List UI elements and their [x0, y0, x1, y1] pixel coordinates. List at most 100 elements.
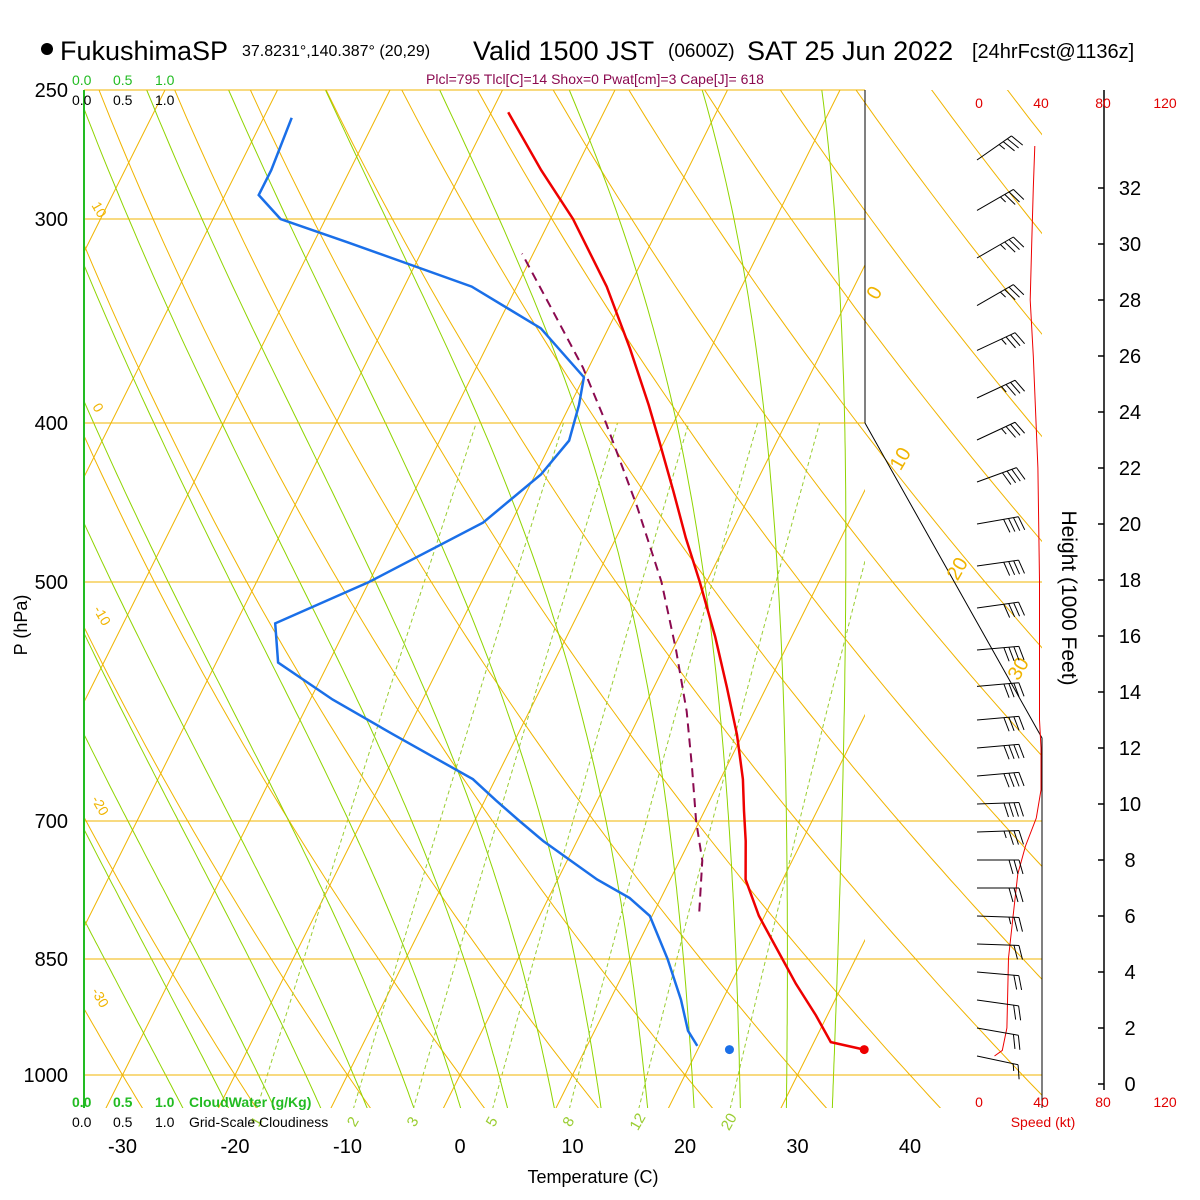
speed-tick: 120: [1153, 95, 1177, 111]
height-tick-label: 32: [1119, 178, 1141, 200]
wind-barb-flag: [1018, 975, 1023, 991]
station-coords: 37.8231°,140.387° (20,29): [242, 43, 430, 60]
wind-barb-flag: [1008, 286, 1020, 298]
wind-barb-flag: [1013, 716, 1020, 731]
wind-barb-flag: [1013, 945, 1018, 960]
height-tick-label: 10: [1119, 794, 1141, 816]
pressure-ticks: 250 300 400 500 700 850 1000: [24, 80, 69, 1087]
height-tick-label: 6: [1124, 906, 1135, 928]
forecast-info: [24hrFcst@1136z]: [972, 41, 1134, 63]
speed-axis-label: Speed (kt): [1011, 1114, 1076, 1130]
temperature-tick-label: 20: [674, 1136, 696, 1158]
wind-barb-flag: [1008, 745, 1015, 759]
wind-barb-flag: [1013, 1005, 1017, 1020]
dry-adiabat-line: [98, 90, 714, 1108]
temperature-tick-label: -30: [108, 1136, 137, 1158]
wind-barb-flag: [1004, 241, 1016, 253]
wind-barb-halfflag: [1012, 1063, 1015, 1071]
wind-barb-flag: [1018, 830, 1024, 845]
height-tick-label: 28: [1119, 290, 1141, 312]
wind-barb-staff: [976, 332, 1016, 351]
mixing-ratio-label: 20: [718, 1110, 741, 1133]
wind-barb-flag: [1008, 859, 1014, 875]
wind-barb-flag: [1018, 646, 1025, 661]
dry-adiabat-line: [325, 90, 1042, 1096]
temperature-tick-label: 30: [786, 1136, 808, 1158]
wind-barb-flag: [1018, 1005, 1022, 1021]
wind-barb: [976, 802, 1024, 818]
wind-barb: [976, 284, 1025, 307]
valid-date: SAT 25 Jun 2022: [747, 36, 953, 66]
wind-barb: [976, 771, 1025, 788]
wind-barb-staff: [976, 802, 1019, 805]
temperature-tick-label: 0: [454, 1136, 465, 1158]
cloud-tick-top-green: 1.0: [155, 72, 175, 88]
dry-adiabat-line: [174, 90, 828, 1108]
wind-barb: [977, 859, 1024, 875]
sounding-params: Plcl=795 Tlcl[C]=14 Shox=0 Pwat[cm]=3 Ca…: [426, 71, 764, 87]
moist-adiabat-line: [439, 90, 695, 1108]
wind-barb-flag: [1012, 1034, 1016, 1049]
height-tick-label: 30: [1119, 234, 1141, 256]
speed-tick: 0: [975, 95, 983, 111]
wind-barb-flag: [1005, 426, 1016, 438]
dry-adiabat-line: [84, 816, 258, 1108]
dry-adiabat-line: [703, 90, 1042, 543]
wind-barb-flag: [1003, 562, 1011, 576]
speed-tick: 40: [1033, 1094, 1049, 1110]
wind-barb-halfflag: [998, 144, 1006, 150]
cloud-tick-bottom-black: 1.0: [155, 1114, 175, 1130]
x-axis-label: Temperature (C): [527, 1167, 658, 1187]
dry-adiabat-line: [249, 90, 942, 1108]
height-tick-label: 14: [1119, 682, 1141, 704]
wind-barb-staff: [976, 743, 1019, 749]
station-name: FukushimaSP: [60, 36, 228, 66]
wind-barb-staff: [976, 601, 1019, 609]
pressure-tick-label: 700: [35, 811, 68, 833]
wind-barb-flag: [1008, 239, 1020, 250]
wind-barb: [976, 332, 1025, 351]
mixing-ratio-line: [413, 422, 618, 1108]
wind-barb-flag: [1006, 470, 1017, 484]
dewpoint-line: [257, 117, 699, 1047]
wind-barb-flag: [1013, 859, 1019, 875]
height-tick-label: 4: [1124, 962, 1135, 984]
wind-barb: [976, 915, 1023, 932]
cloud-legend-top: 0.0 0.5 1.0 0.0 0.5 1.0: [72, 72, 175, 108]
wind-barb-staff: [976, 999, 1019, 1007]
wind-barb-flag: [1010, 382, 1021, 394]
wind-barb-staff: [976, 284, 1014, 307]
speed-axis-bottom: 0 40 80 120 Speed (kt): [975, 1094, 1177, 1130]
cloud-tick-top-black: 1.0: [155, 92, 175, 108]
wind-barb-flag: [1013, 975, 1018, 990]
wind-barb-flag: [1018, 601, 1025, 616]
moist-adiabat-line: [84, 263, 462, 1108]
wind-barb-flag: [1018, 917, 1023, 932]
wind-panel: [976, 135, 1042, 1080]
wind-barb-flag: [1013, 744, 1020, 759]
wind-barb-staff: [976, 135, 1012, 161]
wind-barb-flag: [1008, 518, 1016, 532]
wind-barb-flag: [1005, 384, 1016, 396]
wind-barb-flag: [1008, 887, 1014, 903]
wind-barb: [976, 943, 1023, 960]
mixing-ratio-line: [492, 422, 690, 1108]
dry-adiabat-line: [84, 243, 600, 1108]
wind-barb: [976, 135, 1024, 161]
wind-barb-flag: [1010, 334, 1021, 347]
wind-barb-flag: [1016, 467, 1026, 480]
speed-tick: 120: [1153, 1094, 1177, 1110]
wind-barb-flag: [1011, 469, 1021, 482]
wind-barb-staff: [976, 379, 1016, 399]
wind-barb-flag: [1012, 517, 1021, 531]
speed-tick: 80: [1095, 95, 1111, 111]
wind-barb-halfflag: [1000, 291, 1006, 298]
wind-barb-halfflag: [1000, 196, 1006, 203]
dry-adiabat-line: [401, 90, 1042, 981]
moist-adiabat-line: [324, 90, 649, 1108]
temperature-tick-label: -20: [221, 1136, 250, 1158]
wind-barb: [976, 559, 1025, 576]
pressure-tick-label: 500: [35, 572, 68, 594]
wind-barb-flag: [1003, 717, 1010, 732]
